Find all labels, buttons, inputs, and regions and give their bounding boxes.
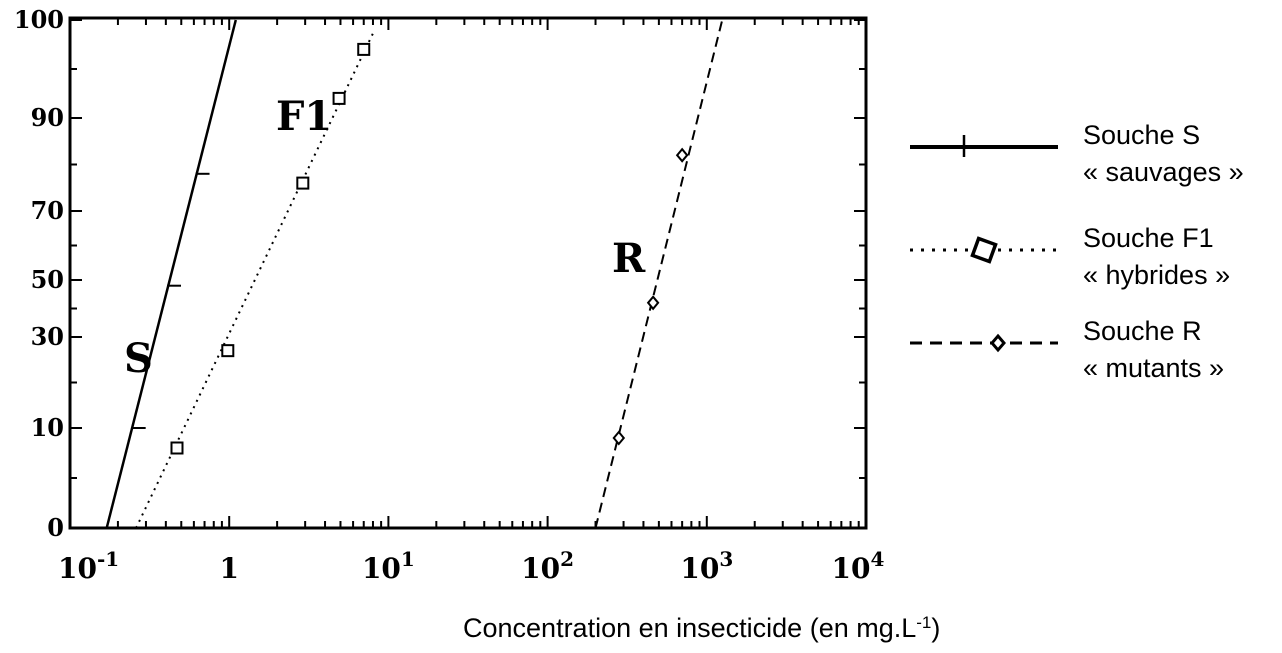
data-point-f1 [221, 344, 235, 358]
legend-swatch-marker [970, 236, 998, 264]
legend: Souche S « sauvages » Souche F1 « hybrides … [910, 120, 1244, 383]
legend-sublabel: « hybrides » [1083, 260, 1230, 290]
data-point-r [675, 147, 689, 163]
x-tick-label: 101 [362, 547, 415, 585]
data-point-f1 [296, 176, 310, 190]
y-tick-label: 50 [31, 265, 64, 294]
labels-layer: 0 10 30 50 70 90 100 10-1 1 101 102 103 104 S F1 R [14, 5, 885, 585]
x-tick-label: 1 [219, 552, 238, 585]
y-tick-label: 0 [47, 513, 64, 542]
x-tick-label: 103 [680, 547, 733, 585]
y-tick-label: 10 [31, 413, 64, 442]
legend-sublabel: « mutants » [1083, 353, 1224, 383]
series-layer [105, 19, 724, 529]
plot-frame [68, 16, 868, 530]
series-line-s [105, 19, 238, 529]
data-point-r [612, 430, 626, 446]
legend-label: Souche R [1083, 316, 1202, 346]
x-tick-label: 102 [521, 547, 574, 585]
y-tick-label: 70 [31, 196, 64, 225]
series-label-s: S [124, 335, 153, 382]
legend-label: Souche S [1083, 120, 1200, 150]
legend-swatch-marker [990, 333, 1006, 353]
data-point-f1 [332, 91, 346, 105]
legend-sublabel: « sauvages » [1083, 157, 1244, 187]
x-tick-label: 104 [832, 547, 885, 585]
data-point-r [646, 295, 660, 311]
series-label-f1: F1 [276, 93, 332, 140]
data-point-f1 [357, 42, 371, 56]
data-point-f1 [170, 441, 184, 455]
y-tick-label: 100 [14, 5, 64, 34]
y-tick-label: 90 [31, 103, 64, 132]
legend-label: Souche F1 [1083, 223, 1214, 253]
series-label-r: R [612, 235, 646, 282]
x-tick-label: 10-1 [58, 547, 119, 585]
y-tick-label: 30 [31, 322, 64, 351]
x-axis-title: Concentration en insecticide (en mg.L-1) [463, 613, 940, 644]
series-line-r [594, 19, 724, 529]
axes-layer [68, 16, 868, 530]
